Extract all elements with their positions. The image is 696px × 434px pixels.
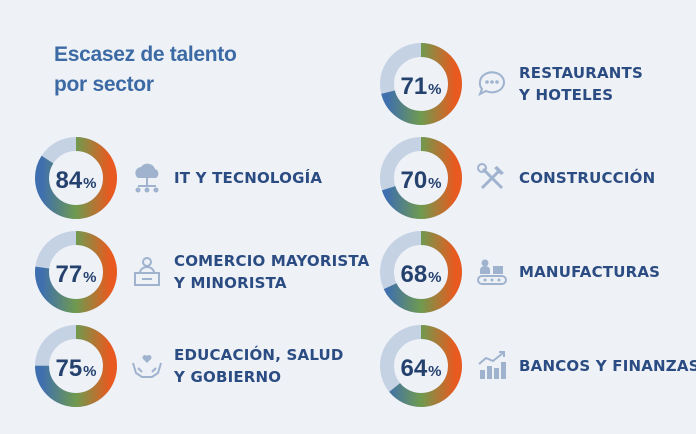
- donut-it: 84%: [35, 137, 117, 219]
- sector-label-bancos: BANCOS Y FINANZAS: [519, 355, 696, 377]
- donut-it-unit: %: [83, 175, 96, 192]
- svg-text:75%: 75%: [55, 355, 96, 382]
- sector-item-it: 84% IT Y TECNOLOGÍA: [34, 136, 322, 220]
- sector-label-line: IT Y TECNOLOGÍA: [174, 169, 323, 187]
- donut-manufacturas: 68%: [380, 231, 462, 313]
- donut-bancos-arc: [380, 325, 462, 407]
- sector-label-restaurants: RESTAURANTS Y HOTELES: [519, 62, 643, 106]
- sector-label-line: COMERCIO MAYORISTA: [174, 252, 370, 270]
- sector-label-line: Y GOBIERNO: [174, 368, 282, 386]
- donut-restaurants-value: 71: [400, 73, 427, 100]
- cloud-network-icon: [135, 163, 159, 193]
- sector-label-line: BANCOS Y FINANZAS: [519, 357, 696, 375]
- donut-it-arc: [35, 137, 117, 219]
- donut-it-value: 84: [55, 167, 82, 194]
- donut-bancos: 64%: [380, 325, 462, 407]
- donut-comercio-arc: [35, 231, 117, 313]
- donut-manufacturas-arc: [380, 231, 462, 313]
- donut-manufacturas-value: 68: [400, 261, 427, 288]
- chart-title-line-1: Escasez de talento: [54, 43, 237, 66]
- svg-text:77%: 77%: [55, 261, 96, 288]
- donut-educacion: 75%: [35, 325, 117, 407]
- donut-construccion-value: 70: [400, 167, 427, 194]
- sector-item-construccion: 70% CONSTRUCCIÓN: [379, 136, 655, 220]
- sector-label-construccion: CONSTRUCCIÓN: [519, 167, 655, 189]
- sector-item-bancos: 64% BANCOS Y FINANZAS: [379, 324, 696, 408]
- sector-label-line: Y MINORISTA: [174, 274, 287, 292]
- sector-label-educacion: EDUCACIÓN, SALUD Y GOBIERNO: [174, 344, 344, 388]
- sector-item-restaurants: 71% RESTAURANTS Y HOTELES: [379, 42, 643, 126]
- svg-text:68%: 68%: [400, 261, 441, 288]
- svg-text:84%: 84%: [55, 167, 96, 194]
- donut-construccion-arc: [380, 137, 462, 219]
- sector-label-line: RESTAURANTS: [519, 64, 643, 82]
- sector-label-line: MANUFACTURAS: [519, 263, 661, 281]
- chart-title: Escasez de talento por sector: [54, 40, 237, 100]
- donut-comercio-value: 77: [55, 261, 82, 288]
- sector-item-manufacturas: 68% MANUFACTURAS: [379, 230, 660, 314]
- sector-label-line: Y HOTELES: [519, 86, 614, 104]
- sector-label-line: CONSTRUCCIÓN: [519, 169, 656, 187]
- donut-comercio: 77%: [35, 231, 117, 313]
- tools-icon: [477, 163, 504, 190]
- donut-bancos-unit: %: [428, 363, 441, 380]
- svg-text:64%: 64%: [400, 355, 441, 382]
- donut-restaurants: 71%: [380, 43, 462, 125]
- shopkeeper-icon: [134, 257, 160, 286]
- svg-text:71%: 71%: [400, 73, 441, 100]
- chat-bubble-icon: [478, 71, 505, 97]
- growth-chart-icon: [478, 351, 506, 379]
- heart-hands-icon: [132, 355, 162, 378]
- donut-construccion: 70%: [380, 137, 462, 219]
- donut-restaurants-unit: %: [428, 81, 441, 98]
- svg-text:70%: 70%: [400, 167, 441, 194]
- sector-item-comercio: 77% COMERCIO MAYORISTA Y MINORISTA: [34, 230, 369, 314]
- conveyor-icon: [477, 259, 507, 285]
- sector-label-line: EDUCACIÓN, SALUD: [174, 346, 344, 364]
- sector-label-it: IT Y TECNOLOGÍA: [174, 167, 322, 189]
- donut-educacion-value: 75: [55, 355, 82, 382]
- sector-label-comercio: COMERCIO MAYORISTA Y MINORISTA: [174, 250, 369, 294]
- donut-comercio-unit: %: [83, 269, 96, 286]
- donut-educacion-unit: %: [83, 363, 96, 380]
- sector-label-manufacturas: MANUFACTURAS: [519, 261, 660, 283]
- donut-educacion-arc: [35, 325, 117, 407]
- sector-item-educacion: 75% EDUCACIÓN, SALUD Y GOBIERNO: [34, 324, 344, 408]
- donut-bancos-value: 64: [400, 355, 427, 382]
- donut-construccion-unit: %: [428, 175, 441, 192]
- donut-restaurants-arc: [380, 43, 462, 125]
- chart-title-line-2: por sector: [54, 73, 154, 96]
- donut-manufacturas-unit: %: [428, 269, 441, 286]
